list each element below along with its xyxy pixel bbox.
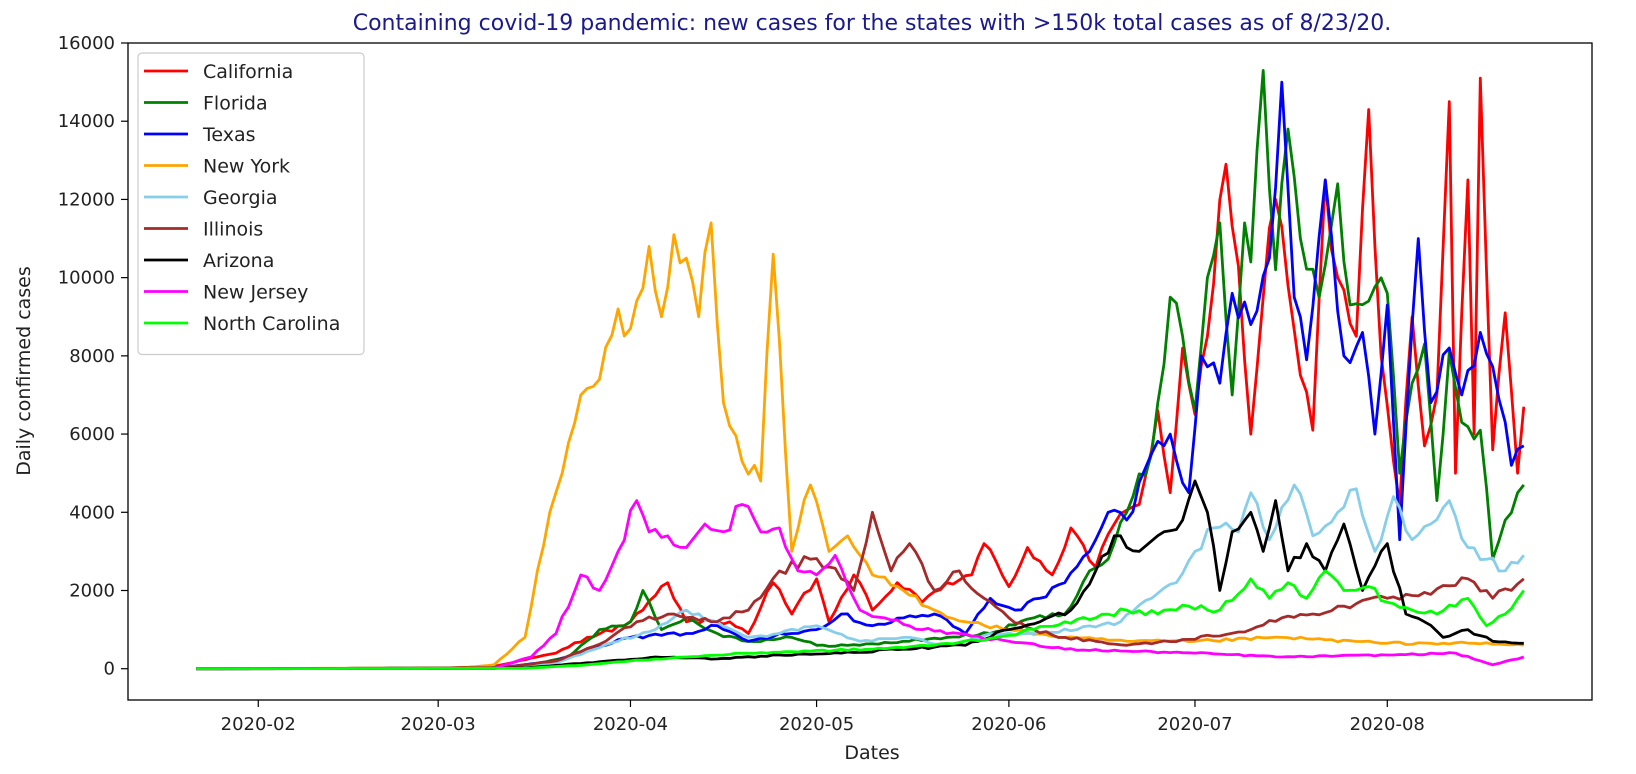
x-axis: 2020-02 2020-03 2020-04 2020-05 2020-06 2020-…	[221, 700, 1425, 735]
plot-area	[127, 42, 1593, 701]
y-tick-label: 0	[104, 659, 115, 680]
legend-entry-label: Georgia	[203, 187, 278, 209]
legend: California Florida Texas New York Georgia Ill…	[137, 52, 365, 356]
chart-title: Containing covid-19 pandemic: new cases …	[353, 11, 1392, 36]
legend-entry-label: Texas	[202, 124, 256, 146]
x-tick-label: 2020-02	[221, 714, 296, 735]
y-axis: 0 2000 4000 6000 8000 10000 12000 14000 16000	[58, 33, 128, 680]
x-tick-label: 2020-07	[1157, 714, 1232, 735]
x-tick-label: 2020-04	[593, 714, 668, 735]
series-line-georgia	[196, 483, 1525, 671]
x-tick-label: 2020-06	[971, 714, 1046, 735]
y-axis-title: Daily confirmed cases	[13, 266, 35, 476]
y-tick-label: 10000	[58, 268, 115, 289]
series-line-florida	[196, 69, 1525, 671]
y-tick-label: 8000	[69, 346, 115, 367]
legend-entry-label: Arizona	[203, 250, 274, 272]
x-tick-label: 2020-05	[779, 714, 854, 735]
y-tick-label: 4000	[69, 502, 115, 523]
y-tick-label: 12000	[58, 189, 115, 210]
x-axis-title: Dates	[844, 742, 899, 764]
x-tick-label: 2020-03	[401, 714, 476, 735]
x-tick-label: 2020-08	[1350, 714, 1425, 735]
y-tick-label: 16000	[58, 33, 115, 54]
legend-entry-label: Florida	[203, 93, 268, 115]
series-layer	[196, 69, 1526, 671]
series-line-california	[196, 76, 1526, 671]
legend-entry-label: North Carolina	[203, 313, 340, 335]
y-tick-label: 2000	[69, 581, 115, 602]
legend-entry-label: New York	[203, 156, 290, 178]
y-tick-label: 14000	[58, 111, 115, 132]
y-tick-label: 6000	[69, 424, 115, 445]
legend-box	[137, 52, 365, 356]
series-line-north-carolina	[196, 569, 1525, 671]
legend-entry-label: California	[203, 61, 293, 83]
series-line-new-york	[196, 221, 1525, 671]
legend-entry-label: Illinois	[203, 219, 263, 241]
legend-entry-label: New Jersey	[203, 282, 308, 304]
